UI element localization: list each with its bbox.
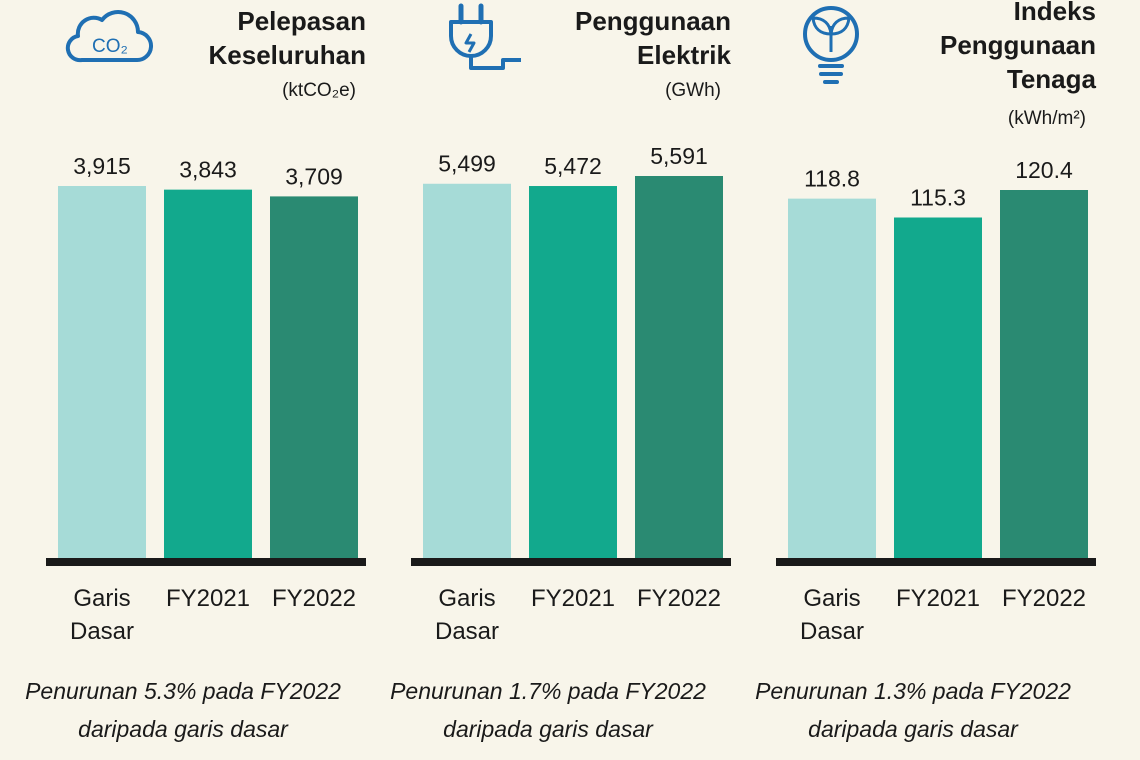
reduction-note-line: Penurunan 1.7% pada FY2022 [390,678,706,704]
bar-garis-dasar [423,183,511,560]
unit-label: (GWh) [665,80,721,101]
bar-fy2022 [270,196,358,560]
title-line: Keseluruhan [208,40,367,70]
category-label-line: FY2021 [530,585,616,612]
category-label: FY2022 [264,582,364,615]
reduction-note-line: daripada garis dasar [443,716,653,742]
title-line: Tenaga [1006,64,1096,94]
reduction-note: Penurunan 5.3% pada FY2022 daripada garis… [0,672,366,748]
panel-title: Pelepasan Keseluruhan [209,4,367,72]
category-label-line: FY2022 [636,585,722,612]
electric-plug-icon [447,2,527,79]
x-axis-line [411,558,731,566]
bar-value-label: 5,499 [438,151,496,177]
category-label-line: FY2022 [1001,585,1087,612]
reduction-note-line: daripada garis dasar [78,716,288,742]
bar-chart: 118.8 115.3 120.4 [776,157,1096,566]
title-line: Indeks [1013,0,1096,26]
category-label-line: FY2021 [165,585,251,612]
panel-title: Penggunaan Elektrik [575,4,731,72]
panel-electricity-usage: Penggunaan Elektrik (GWh) 5,499 5,472 5,59… [365,0,731,760]
panel-title: Indeks Penggunaan Tenaga [940,0,1096,96]
reduction-note: Penurunan 1.7% pada FY2022 daripada garis… [365,672,731,748]
bar-fy2021 [894,217,982,560]
bar-fy2021 [529,186,617,560]
unit-label: (kWh/m²) [1007,108,1086,129]
category-label: FY2021 [158,582,258,615]
category-label: FY2022 [994,582,1094,615]
lightbulb-leaf-icon [796,4,866,91]
reduction-note-line: Penurunan 5.3% pada FY2022 [25,678,341,704]
panel-total-emissions: CO₂ Pelepasan Keseluruhan (ktCO₂e) 3,915… [0,0,366,760]
x-axis-line [776,558,1096,566]
panel-energy-usage-index: Indeks Penggunaan Tenaga (kWh/m²) 118.8 1… [730,0,1096,760]
category-label-line: Garis [803,585,861,612]
title-line: Elektrik [637,40,731,70]
title-line: Penggunaan [574,6,731,36]
category-label-line: Garis [438,585,496,612]
category-label: FY2022 [629,582,729,615]
co2-cloud-icon: CO₂ [64,6,154,73]
bar-chart: 3,915 3,843 3,709 [46,153,366,566]
bar-garis-dasar [58,186,146,560]
title-line: Penggunaan [939,30,1096,60]
category-label-line: FY2021 [895,585,981,612]
category-label-line: Dasar [434,618,500,645]
bar-fy2021 [164,189,252,560]
category-label: Garis Dasar [782,582,882,648]
bar-fy2022 [635,176,723,560]
bar-value-label: 3,709 [285,163,343,189]
category-label-line: Dasar [799,618,865,645]
reduction-note: Penurunan 1.3% pada FY2022 daripada garis… [730,672,1096,748]
category-label-line: Dasar [69,618,135,645]
bar-fy2022 [1000,190,1088,560]
category-label-line: FY2022 [271,585,357,612]
x-axis-line [46,558,366,566]
bar-value-label: 120.4 [1015,157,1073,183]
category-label: Garis Dasar [417,582,517,648]
category-label: Garis Dasar [52,582,152,648]
bar-value-label: 115.3 [910,185,966,211]
bar-value-label: 5,591 [650,143,708,169]
reduction-note-line: Penurunan 1.3% pada FY2022 [755,678,1071,704]
category-label: FY2021 [523,582,623,615]
category-label-line: Garis [73,585,131,612]
bar-value-label: 3,915 [73,153,131,179]
unit-label: (ktCO₂e) [282,80,356,101]
category-label: FY2021 [888,582,988,615]
reduction-note-line: daripada garis dasar [808,716,1018,742]
bar-value-label: 5,472 [544,153,602,179]
co2-icon-text: CO₂ [92,36,128,57]
title-line: Pelepasan [237,6,366,36]
bar-value-label: 3,843 [179,157,237,183]
bar-garis-dasar [788,198,876,561]
bar-chart: 5,499 5,472 5,591 [411,143,731,566]
bar-value-label: 118.8 [804,166,860,192]
